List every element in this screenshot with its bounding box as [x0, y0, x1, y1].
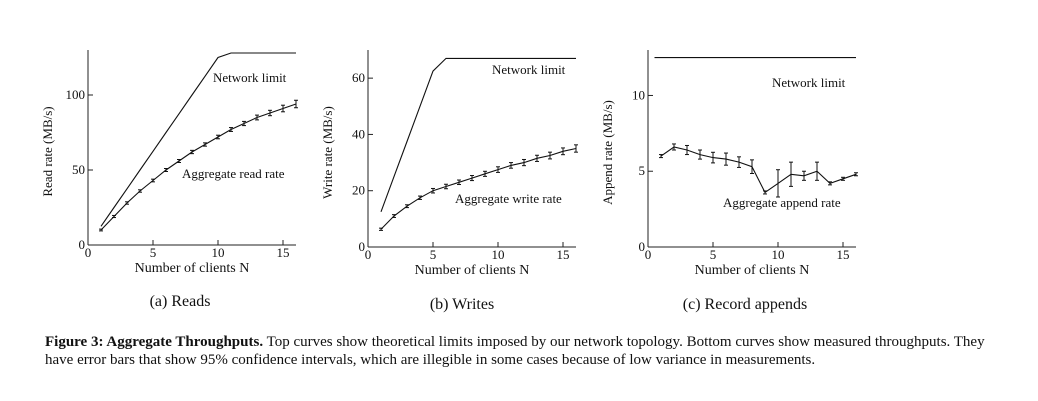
- measured-rate-line: [660, 146, 857, 194]
- y-tick-label: 0: [359, 239, 366, 254]
- panel-writes: 0 5 10 15 0 20 40 60 Number of clients N Write ra…: [320, 50, 578, 278]
- y-tick-label: 50: [72, 162, 85, 177]
- y-tick-label: 0: [79, 237, 86, 252]
- figure-caption: Figure 3: Aggregate Throughputs. Top cur…: [45, 333, 995, 369]
- x-tick-label: 15: [557, 247, 570, 262]
- x-tick-label: 10: [212, 245, 225, 260]
- x-tick-label: 15: [837, 247, 850, 262]
- y-axis-label: Read rate (MB/s): [40, 106, 55, 196]
- series-label: Aggregate read rate: [182, 166, 285, 181]
- panel-reads: 0 5 10 15 0 50 100 Number of clients N Read rate…: [40, 50, 298, 276]
- measured-rate-line: [100, 103, 297, 231]
- x-tick-label: 10: [492, 247, 505, 262]
- subcaption-reads: (a) Reads: [149, 293, 211, 310]
- subcaption-writes: (b) Writes: [429, 296, 495, 313]
- x-tick-label: 0: [645, 247, 652, 262]
- x-axis-label: Number of clients N: [135, 261, 250, 276]
- figure-caption-label: Figure 3: Aggregate Throughputs.: [45, 334, 264, 350]
- x-tick-label: 10: [772, 247, 785, 262]
- y-axis-label: Append rate (MB/s): [600, 100, 615, 205]
- y-tick-label: 60: [352, 70, 365, 85]
- x-tick-label: 5: [430, 247, 437, 262]
- y-tick-label: 10: [632, 87, 645, 102]
- y-tick-label: 20: [352, 183, 365, 198]
- network-limit-line: [380, 57, 576, 212]
- x-axis-label: Number of clients N: [415, 263, 530, 278]
- series-label: Aggregate append rate: [723, 195, 841, 210]
- series-label: Network limit: [772, 75, 846, 90]
- x-tick-label: 5: [710, 247, 717, 262]
- y-tick-label: 100: [66, 87, 86, 102]
- measured-rate-line: [380, 147, 577, 230]
- series-label: Network limit: [492, 62, 566, 77]
- subcaption-record-appends: (c) Record appends: [682, 296, 808, 313]
- x-tick-label: 15: [277, 245, 290, 260]
- figure-caption-text: Top curves show theoretical limits impos…: [45, 334, 985, 368]
- x-tick-label: 0: [85, 245, 92, 260]
- x-tick-label: 5: [150, 245, 157, 260]
- x-tick-label: 0: [365, 247, 372, 262]
- x-axis-label: Number of clients N: [695, 263, 810, 278]
- network-limit-line: [100, 52, 296, 227]
- y-tick-label: 40: [352, 126, 365, 141]
- y-axis-label: Write rate (MB/s): [320, 106, 335, 199]
- y-tick-label: 0: [639, 239, 646, 254]
- y-tick-label: 5: [639, 163, 646, 178]
- series-label: Aggregate write rate: [455, 191, 562, 206]
- series-label: Network limit: [213, 70, 287, 85]
